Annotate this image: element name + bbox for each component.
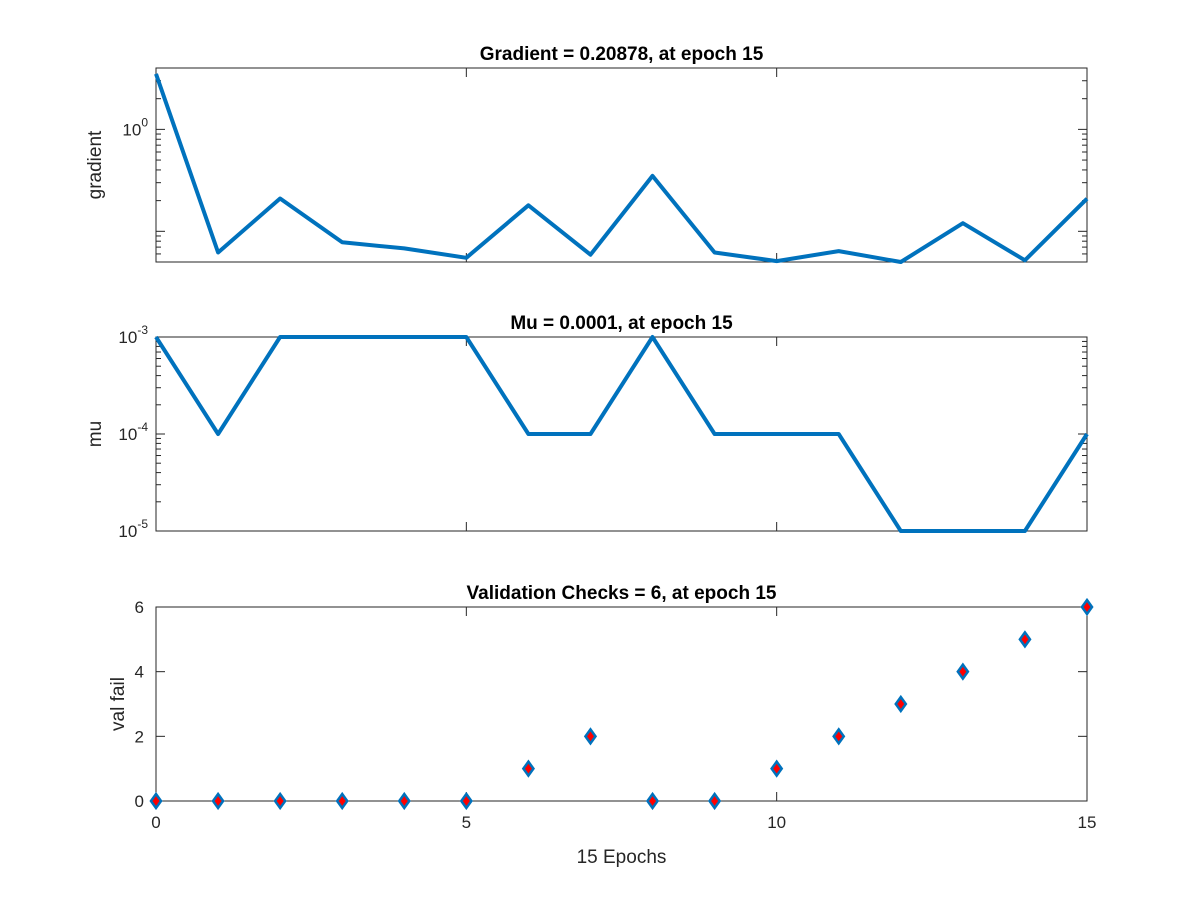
chart-3-data-point (397, 791, 411, 811)
chart-3-data-point (211, 791, 225, 811)
chart-3-data-point (583, 727, 598, 746)
chart-3-xtick-label: 15 (1078, 813, 1097, 832)
chart-2-panel: 10-3 10-4 10-5 Mu = 0.0001, at epoch 15 mu (85, 313, 1089, 541)
chart-3-data-point (1080, 597, 1094, 617)
chart-3-data-point (956, 662, 970, 681)
chart-1-title: Gradient = 0.20878, at epoch 15 (480, 44, 764, 65)
chart-3-data-point (273, 791, 287, 811)
chart-3-data-point (1018, 630, 1032, 649)
chart-2-ytick-label: 10-4 (118, 420, 148, 444)
chart-2-ylabel: mu (85, 421, 106, 447)
chart-3-data-point (335, 791, 349, 811)
chart-3-data-point (645, 791, 660, 811)
chart-3-data-point (521, 759, 535, 778)
chart-3-ytick-label: 6 (135, 598, 144, 617)
chart-3-data-point (708, 791, 722, 811)
chart-3-data-point (832, 727, 846, 746)
chart-1-panel: 100 Gradient = 0.20878, at epoch 15 gradie… (85, 44, 1089, 264)
chart-3-data-point (149, 791, 163, 811)
chart-2-title: Mu = 0.0001, at epoch 15 (510, 313, 733, 334)
chart-3-ytick-label: 2 (135, 727, 144, 746)
chart-3-title: Validation Checks = 6, at epoch 15 (467, 583, 777, 604)
chart-1-ylabel: gradient (85, 130, 106, 199)
chart-3-ytick-label: 0 (135, 792, 144, 811)
chart-3-ytick-label: 4 (135, 663, 144, 682)
chart-2-axes-box (155, 336, 1088, 532)
chart-2-series-line (154, 335, 1089, 533)
chart-1-ytick-label: 100 (122, 115, 148, 139)
chart-3-xlabel: 15 Epochs (577, 847, 667, 868)
chart-3-data-point (459, 791, 473, 811)
chart-3-data-point (894, 694, 908, 714)
chart-1-series-line (154, 73, 1089, 264)
chart-3-xtick-label: 10 (767, 813, 786, 832)
chart-3-xtick-label: 5 (462, 813, 471, 832)
chart-3-data-point (770, 759, 784, 778)
chart-2-ytick-label: 10-3 (118, 323, 148, 347)
chart-1-axes-box (155, 67, 1088, 263)
chart-2-ytick-label: 10-5 (118, 517, 148, 541)
chart-3-xtick-label: 0 (151, 813, 160, 832)
chart-3-axes-box (155, 606, 1088, 802)
chart-3-panel: 0 2 4 6 0 5 10 15 Validation Checks = 6, at epoc… (108, 583, 1096, 868)
chart-3-ylabel: val fail (108, 677, 129, 731)
